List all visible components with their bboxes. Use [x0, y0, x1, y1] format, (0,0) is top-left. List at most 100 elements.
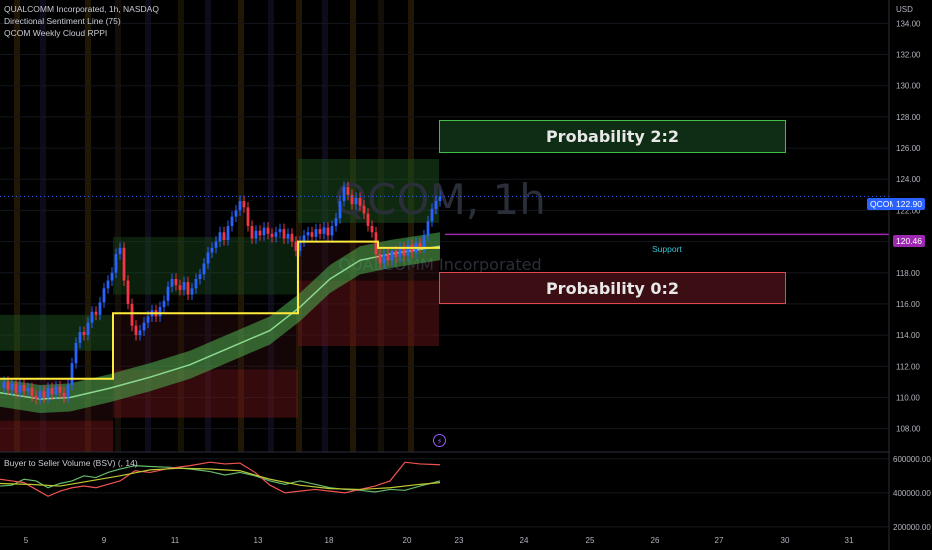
candle-body: [382, 254, 386, 264]
candle-body: [254, 230, 258, 239]
candle-body: [298, 241, 302, 251]
time-tick-label: 23: [455, 536, 464, 545]
session-stripe: [350, 0, 356, 452]
time-tick-label: 25: [586, 536, 595, 545]
candle-body: [334, 218, 338, 226]
candle-body: [214, 241, 218, 248]
directional-sentiment-line: [0, 240, 440, 380]
session-stripe: [296, 0, 302, 452]
session-stripe: [40, 0, 46, 452]
candle-body: [50, 388, 54, 395]
candle-body: [338, 201, 342, 219]
bsv-line-buyer: [0, 465, 441, 493]
candle-body: [202, 263, 206, 275]
candle-body: [422, 235, 426, 248]
candle-body: [114, 254, 118, 273]
candle-body: [102, 288, 106, 303]
candle-body: [106, 280, 110, 289]
lightning-icon[interactable]: ⚡: [433, 434, 446, 447]
candle-body: [70, 363, 74, 385]
candle-body: [314, 229, 318, 237]
price-axis: 108.00110.00112.00114.00116.00118.00120.…: [896, 19, 921, 433]
candle-body: [238, 201, 242, 211]
candle-body: [274, 232, 278, 237]
time-tick-label: 27: [715, 536, 724, 545]
probability-down-box: Probability 0:2: [439, 272, 786, 304]
candle-body: [318, 229, 322, 234]
candle-body: [366, 213, 370, 226]
candle-body: [330, 226, 334, 236]
legend-symbol[interactable]: QUALCOMM Incorporated, 1h, NASDAQ: [4, 4, 159, 14]
cloud-zone: [0, 420, 113, 452]
candle-body: [134, 325, 138, 336]
candle-body: [74, 342, 78, 364]
candle-body: [250, 226, 254, 239]
candle-body: [130, 303, 134, 326]
candle-body: [310, 232, 314, 237]
price-tick-label: 126.00: [896, 144, 921, 153]
candle-body: [194, 278, 198, 289]
time-tick-label: 26: [651, 536, 660, 545]
candle-body: [326, 227, 330, 236]
candle-body: [242, 201, 246, 208]
candle-body: [434, 201, 438, 209]
candle-body: [282, 229, 286, 239]
legend-cloud[interactable]: QCOM Weekly Cloud RPPI: [4, 28, 108, 38]
cloud-zone: [0, 314, 113, 351]
candle-body: [66, 384, 70, 398]
price-tick-label: 116.00: [896, 300, 920, 309]
bsv-line-signal: [0, 467, 441, 491]
candle-body: [90, 311, 94, 323]
price-tick-label: 110.00: [896, 393, 920, 402]
legend-bsv[interactable]: Buyer to Seller Volume (BSV) (, 14): [4, 458, 138, 468]
candle-body: [190, 288, 194, 295]
legend-dsl[interactable]: Directional Sentiment Line (75): [4, 16, 121, 26]
candle-body: [122, 247, 126, 281]
candle-body: [82, 331, 86, 336]
candle-body: [402, 247, 406, 256]
candlestick-series: [2, 181, 442, 405]
candle-body: [142, 322, 146, 331]
candle-body: [290, 233, 294, 242]
candle-body: [110, 272, 114, 281]
candle-body: [398, 247, 402, 258]
candle-body: [218, 232, 222, 242]
time-tick-label: 24: [520, 536, 529, 545]
price-tick-label: 130.00: [896, 82, 921, 91]
candle-body: [438, 196, 442, 202]
candle-body: [270, 233, 274, 237]
candle-body: [234, 210, 238, 217]
candle-body: [350, 194, 354, 205]
candle-body: [170, 278, 174, 287]
candle-body: [386, 254, 390, 261]
candle-body: [278, 229, 282, 233]
time-tick-label: 5: [24, 536, 29, 545]
candle-body: [166, 286, 170, 301]
candle-body: [178, 285, 182, 290]
candle-body: [2, 381, 6, 389]
candle-body: [430, 208, 434, 222]
bsv-tick-label: 400000.00: [893, 489, 931, 498]
candle-body: [358, 197, 362, 206]
candle-body: [58, 386, 62, 393]
candle-body: [294, 241, 298, 251]
candle-body: [46, 388, 50, 398]
candle-body: [322, 227, 326, 234]
candle-body: [306, 232, 310, 236]
bsv-series: [0, 461, 441, 497]
bsv-tick-label: 600000.00: [893, 455, 931, 464]
current-price-tag: 122.90: [893, 198, 925, 210]
candle-body: [22, 384, 26, 392]
candle-body: [302, 235, 306, 242]
bsv-tick-label: 200000.00: [893, 523, 931, 532]
candle-body: [10, 383, 14, 390]
candle-body: [426, 221, 430, 236]
session-stripe: [378, 0, 384, 452]
session-stripe: [408, 0, 414, 452]
time-tick-label: 31: [845, 536, 854, 545]
candle-body: [38, 391, 42, 400]
candle-body: [286, 233, 290, 239]
candle-body: [94, 311, 98, 315]
candle-body: [222, 232, 226, 241]
